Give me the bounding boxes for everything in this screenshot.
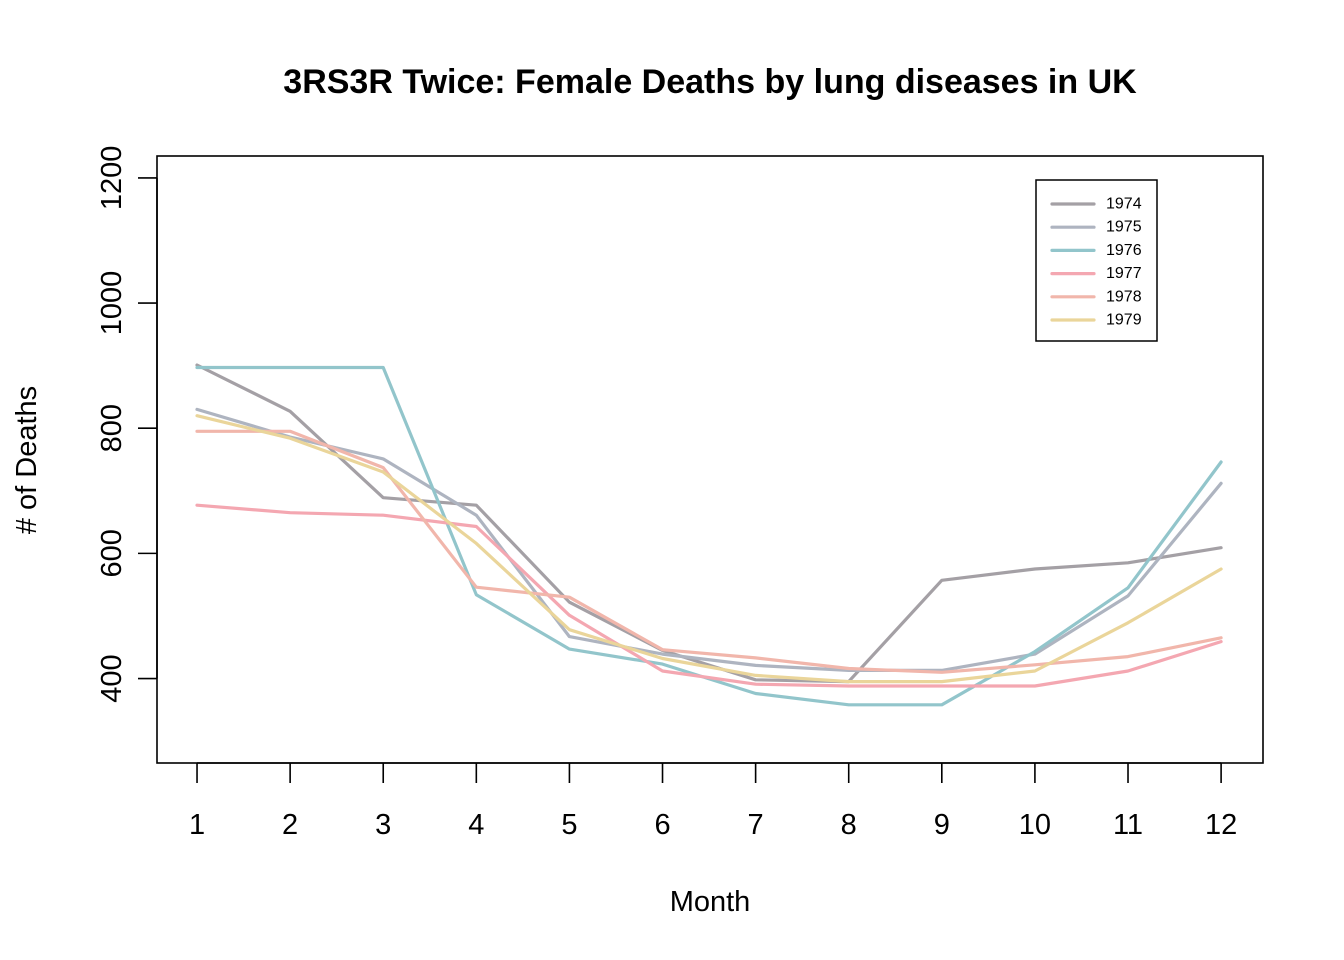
series-line-1977	[195, 503, 1223, 688]
series-line-1974	[195, 363, 1223, 684]
x-tick-label: 5	[561, 809, 577, 841]
y-tick-label: 1000	[96, 271, 128, 336]
x-tick-label: 7	[748, 809, 764, 841]
y-axis-label: # of Deaths	[11, 386, 43, 534]
x-tick-label: 1	[189, 809, 205, 841]
legend-label-1978: 1978	[1106, 288, 1142, 305]
x-tick-label: 12	[1205, 809, 1237, 841]
x-tick-label: 8	[841, 809, 857, 841]
legend-box	[1035, 179, 1158, 342]
y-tick-label: 600	[96, 529, 128, 577]
x-tick-label: 10	[1019, 809, 1051, 841]
y-tick-label: 1200	[96, 146, 128, 211]
x-tick-label: 6	[654, 809, 670, 841]
series-line-1975	[195, 407, 1223, 673]
x-tick-label: 3	[375, 809, 391, 841]
y-axis: 400 600 800 1000 1200	[96, 146, 158, 703]
x-tick-label: 4	[468, 809, 484, 841]
x-axis: 1 2 3 4 5 6 7 8 9 10 11 12	[189, 762, 1237, 841]
legend: 1974 1975 1976 1977 1978 1979	[1035, 179, 1158, 342]
chart-title: 3RS3R Twice: Female Deaths by lung disea…	[283, 63, 1137, 101]
y-tick-label: 400	[96, 654, 128, 702]
legend-label-1979: 1979	[1106, 312, 1142, 329]
series-lines	[195, 363, 1223, 707]
legend-label-1977: 1977	[1106, 265, 1142, 282]
legend-label-1975: 1975	[1106, 219, 1142, 236]
y-tick-label: 800	[96, 404, 128, 452]
x-tick-label: 2	[282, 809, 298, 841]
legend-label-1974: 1974	[1106, 196, 1142, 213]
x-tick-label: 11	[1113, 809, 1143, 841]
x-tick-label: 9	[934, 809, 950, 841]
series-line-1979	[195, 414, 1223, 684]
legend-label-1976: 1976	[1106, 242, 1142, 259]
x-axis-label: Month	[670, 886, 751, 918]
